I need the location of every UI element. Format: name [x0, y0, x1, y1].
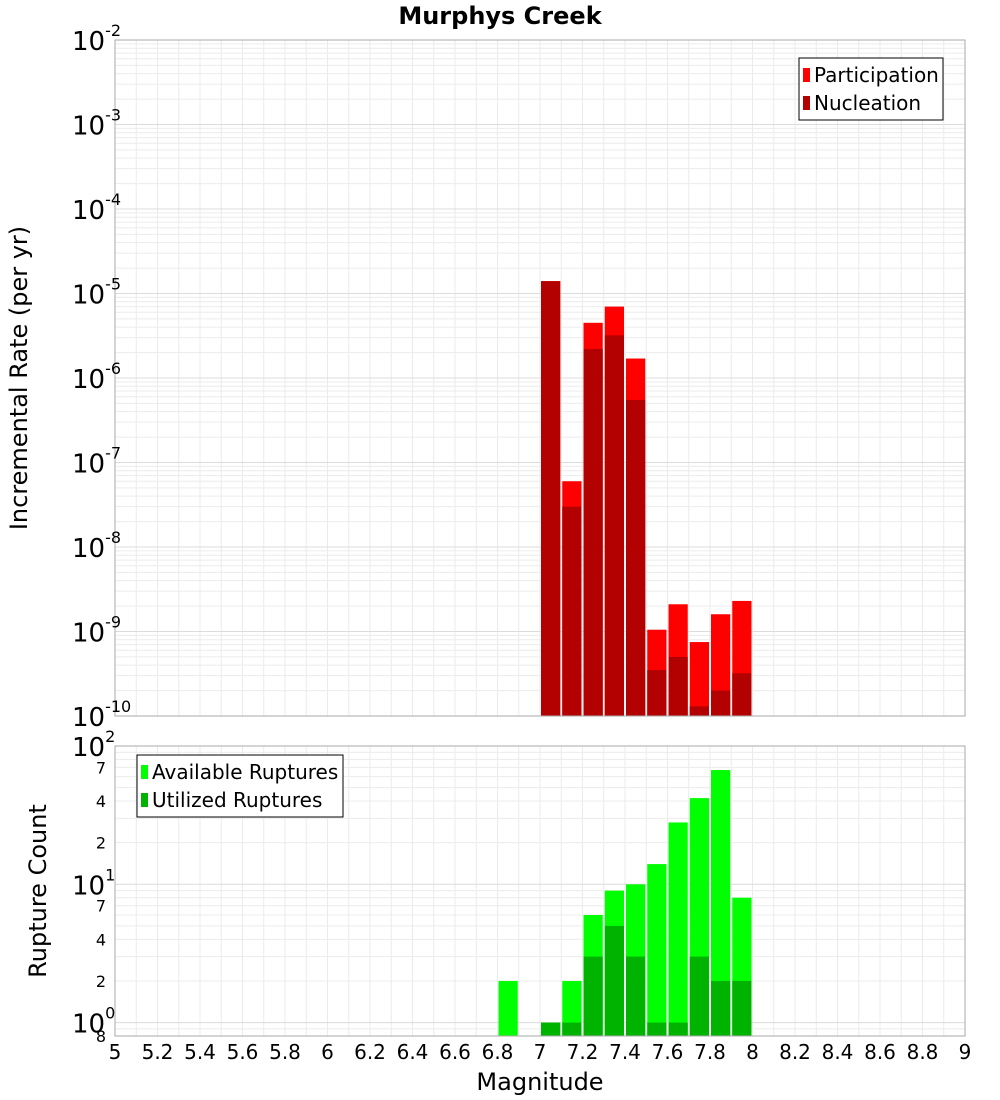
x-tick-label: 5.8	[269, 1040, 301, 1064]
x-tick-label: 8.2	[779, 1040, 811, 1064]
x-tick-label: 5.2	[142, 1040, 174, 1064]
y-tick-minor-label: 4	[96, 930, 106, 949]
bar-utilized-ruptures-9	[711, 980, 731, 1036]
y-tick-minor-label: 2	[96, 834, 106, 853]
x-tick-label: 5.4	[184, 1040, 216, 1064]
x-tick-label: 9	[959, 1040, 972, 1064]
legend-label-available-ruptures: Available Ruptures	[152, 760, 338, 784]
bar-nucleation-8	[711, 690, 731, 716]
x-tick-label: 8	[746, 1040, 759, 1064]
x-tick-label: 7.2	[567, 1040, 599, 1064]
legend-swatch-participation	[803, 68, 810, 82]
y-tick-label: 102	[72, 727, 115, 763]
x-tick-label: 7	[534, 1040, 547, 1064]
y-tick-label: 10-9	[72, 613, 121, 649]
bar-nucleation-3	[604, 335, 624, 716]
bar-nucleation-0	[541, 281, 561, 716]
y-tick-label: 10-10	[72, 697, 131, 733]
x-tick-label: 7.6	[652, 1040, 684, 1064]
x-tick-label: 6.4	[397, 1040, 429, 1064]
bar-utilized-ruptures-5	[626, 956, 646, 1036]
x-tick-label: 5	[109, 1040, 122, 1064]
x-tick-label: 8.4	[822, 1040, 854, 1064]
legend-swatch-available-ruptures	[141, 765, 148, 779]
y-tick-label: 10-5	[72, 275, 121, 311]
legend-label-nucleation: Nucleation	[814, 91, 921, 115]
legend-top: Participation Nucleation	[798, 57, 944, 121]
x-tick-label: 6	[321, 1040, 334, 1064]
bar-utilized-ruptures-4	[604, 925, 624, 1036]
bar-available-ruptures-2	[562, 980, 582, 1036]
y-tick-minor-label: 7	[96, 897, 106, 916]
y-tick-minor-label: 8	[96, 1027, 106, 1046]
bar-utilized-ruptures-2	[562, 1022, 582, 1036]
bar-nucleation-2	[583, 349, 603, 716]
bar-nucleation-1	[562, 506, 582, 716]
y-tick-label: 10-6	[72, 359, 121, 395]
bar-nucleation-6	[668, 656, 688, 716]
top-panel-bars	[541, 281, 752, 716]
top-panel-grid	[114, 39, 966, 717]
bar-utilized-ruptures-8	[689, 956, 709, 1036]
legend-bottom-box	[136, 754, 344, 818]
x-tick-label: 6.6	[439, 1040, 471, 1064]
bar-utilized-ruptures-10	[732, 980, 752, 1036]
legend-top-box	[798, 57, 944, 121]
bar-available-ruptures-6	[647, 864, 667, 1036]
y-axis-label-rate: Incremental Rate (per yr)	[5, 226, 33, 530]
bar-utilized-ruptures-6	[647, 1022, 667, 1036]
bar-utilized-ruptures-1	[541, 1022, 561, 1036]
y-tick-minor-label: 2	[96, 972, 106, 991]
bottom-panel-bars	[498, 770, 752, 1036]
x-tick-label: 8.8	[907, 1040, 939, 1064]
bottom-y-ticks: 102 101 100 7 4 2 7 4 2 8	[72, 727, 115, 1046]
bar-nucleation-5	[647, 670, 667, 716]
x-tick-label: 7.8	[694, 1040, 726, 1064]
y-tick-minor-label: 7	[96, 758, 106, 777]
y-tick-label: 101	[72, 865, 115, 901]
y-tick-label: 10-7	[72, 444, 121, 480]
x-tick-label: 6.2	[354, 1040, 386, 1064]
y-tick-label: 10-4	[72, 190, 121, 226]
y-tick-label: 100	[72, 1004, 115, 1040]
legend-swatch-nucleation	[803, 96, 810, 110]
y-tick-label: 10-2	[72, 21, 121, 57]
bar-utilized-ruptures-7	[668, 1022, 688, 1036]
legend-label-utilized-ruptures: Utilized Ruptures	[152, 788, 322, 812]
y-tick-minor-label: 4	[96, 792, 106, 811]
bar-utilized-ruptures-3	[583, 956, 603, 1036]
y-tick-label: 10-3	[72, 106, 121, 142]
bottom-panel-frame	[114, 745, 966, 1037]
chart-title: Murphys Creek	[398, 2, 602, 30]
bar-available-ruptures-0	[498, 980, 518, 1036]
y-tick-label: 10-8	[72, 528, 121, 564]
legend-swatch-utilized-ruptures	[141, 793, 148, 807]
bar-participation-7	[689, 642, 709, 716]
x-tick-label: 5.6	[227, 1040, 259, 1064]
bar-nucleation-7	[689, 706, 709, 716]
legend-label-participation: Participation	[814, 63, 939, 87]
bar-available-ruptures-9	[711, 770, 731, 1036]
bar-nucleation-4	[626, 399, 646, 716]
legend-bottom: Available Ruptures Utilized Ruptures	[136, 754, 344, 818]
bar-available-ruptures-7	[668, 822, 688, 1036]
top-y-ticks: 10-2 10-3 10-4 10-5 10-6 10-7 10-8 10-9 10-10	[72, 21, 131, 733]
x-axis-label: Magnitude	[476, 1068, 603, 1096]
top-panel-frame	[114, 39, 966, 717]
x-tick-label: 8.6	[864, 1040, 896, 1064]
x-tick-label: 6.8	[482, 1040, 514, 1064]
x-tick-label: 7.4	[609, 1040, 641, 1064]
bar-nucleation-9	[732, 673, 752, 716]
x-ticks: 5 5.2 5.4 5.6 5.8 6 6.2 6.4 6.6 6.8 7 7.2 7.4 7.6 7.8 8…	[109, 1040, 972, 1064]
y-axis-label-count: Rupture Count	[24, 804, 52, 978]
